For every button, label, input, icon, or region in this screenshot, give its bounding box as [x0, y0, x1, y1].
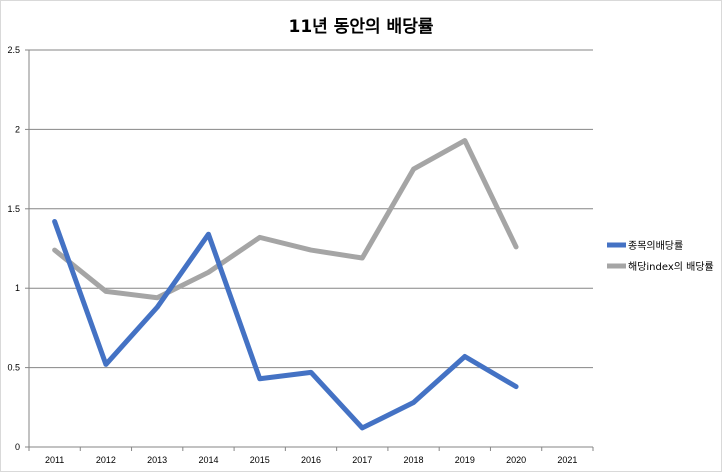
y-tick-labels: 0 0.5 1 1.5 2 2.5 [7, 45, 20, 452]
x-tick-label: 2011 [45, 455, 64, 465]
series-line-0 [52, 219, 519, 431]
series-lines [52, 138, 519, 431]
y-tick-label: 2 [15, 124, 20, 134]
x-tick-label: 2014 [198, 455, 218, 465]
grid-lines [29, 49, 593, 369]
x-tick-label: 2021 [557, 455, 577, 465]
x-tick-label: 2012 [96, 455, 116, 465]
y-tick-label: 0 [15, 442, 20, 452]
y-tick-label: 1.5 [7, 204, 20, 214]
legend-label: 종목의배당률 [628, 240, 683, 252]
y-tick-label: 0.5 [7, 363, 20, 373]
axes [25, 49, 594, 451]
x-tick-labels: 2011 2012 2013 2014 2015 2016 2017 2018 2019 2020… [45, 455, 577, 465]
x-tick-label: 2020 [506, 455, 526, 465]
x-tick-label: 2015 [250, 455, 270, 465]
legend-label: 해당index의 배당률 [628, 260, 714, 273]
chart-title: 11년 동안의 배당률 [288, 17, 434, 37]
x-tick-label: 2017 [352, 455, 372, 465]
x-tick-label: 2019 [455, 455, 475, 465]
y-tick-label: 2.5 [7, 45, 20, 55]
x-tick-label: 2018 [404, 455, 424, 465]
x-tick-label: 2013 [147, 455, 167, 465]
y-tick-label: 1 [15, 283, 20, 293]
series-line-1 [52, 138, 519, 301]
x-tick-label: 2016 [301, 455, 321, 465]
